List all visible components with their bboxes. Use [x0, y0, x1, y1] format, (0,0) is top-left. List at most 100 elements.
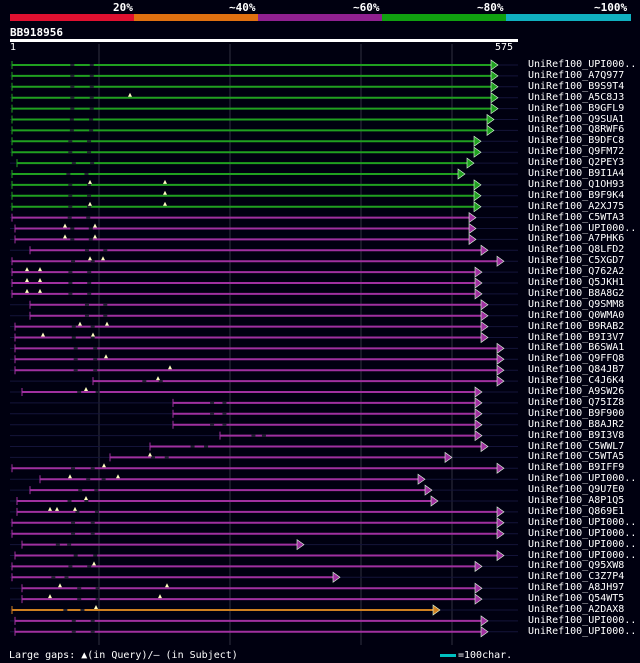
hit-bar[interactable] [11, 113, 495, 126]
hit-label[interactable]: UniRef100_UPI000.. [528, 527, 637, 539]
hit-bar[interactable] [14, 626, 489, 638]
hit-label[interactable]: UniRef100_Q9SMM8 [528, 298, 625, 310]
hit-label[interactable]: UniRef100_Q8RWF6 [528, 124, 625, 136]
hit-label[interactable]: UniRef100_A7PHK6 [528, 233, 625, 245]
hit-bar[interactable] [11, 266, 483, 278]
hit-label[interactable]: UniRef100_Q9U7E0 [528, 484, 625, 496]
hit-label[interactable]: UniRef100_B9GFL9 [528, 102, 625, 114]
hit-bar[interactable] [11, 92, 499, 104]
hit-label[interactable]: UniRef100_B9DFC8 [528, 135, 625, 147]
hit-bar[interactable] [11, 70, 499, 82]
hit-bar[interactable] [219, 430, 483, 442]
hit-label[interactable]: UniRef100_A7Q977 [528, 69, 625, 81]
hit-label[interactable]: UniRef100_UPI000.. [528, 549, 637, 561]
hit-bar[interactable] [21, 386, 483, 398]
hit-label[interactable]: UniRef100_Q2PEY3 [528, 157, 625, 169]
hit-bar[interactable] [11, 146, 482, 158]
hit-label[interactable]: UniRef100_B9IFF9 [528, 462, 625, 474]
hit-bar[interactable] [172, 408, 483, 420]
hit-bar[interactable] [29, 484, 433, 496]
hit-bar[interactable] [92, 375, 505, 387]
hit-bar[interactable] [14, 233, 477, 245]
hit-label[interactable]: UniRef100_B9F900 [528, 407, 625, 419]
hit-bar[interactable] [11, 517, 505, 529]
hit-bar[interactable] [11, 201, 482, 213]
hit-bar[interactable] [14, 549, 505, 562]
hit-label[interactable]: UniRef100_Q9FM72 [528, 146, 625, 158]
hit-label[interactable]: UniRef100_Q869E1 [528, 505, 625, 517]
hit-label[interactable]: UniRef100_Q84JB7 [528, 364, 625, 376]
hit-label[interactable]: UniRef100_UPI000.. [528, 473, 637, 485]
hit-label[interactable]: UniRef100_Q75IZ8 [528, 396, 625, 408]
hit-label[interactable]: UniRef100_B9RAB2 [528, 320, 625, 332]
hit-label[interactable]: UniRef100_A2XJ75 [528, 200, 625, 212]
hit-label[interactable]: UniRef100_B9F9K4 [528, 189, 625, 201]
hit-label[interactable]: UniRef100_C5WTA5 [528, 451, 625, 463]
hit-bar[interactable] [14, 321, 489, 333]
hit-bar[interactable] [11, 604, 441, 616]
hit-bar[interactable] [11, 560, 483, 572]
hit-label[interactable]: UniRef100_A5C8J3 [528, 91, 625, 103]
hit-label[interactable]: UniRef100_Q95XW8 [528, 560, 625, 572]
hit-bar[interactable] [21, 539, 305, 551]
hit-bar[interactable] [14, 342, 505, 354]
hit-label[interactable]: UniRef100_UPI000.. [528, 538, 637, 550]
hit-label[interactable]: UniRef100_Q5JKH1 [528, 277, 625, 288]
hit-bar[interactable] [14, 615, 489, 627]
hit-bar[interactable] [11, 255, 505, 267]
hit-label[interactable]: UniRef100_C5XGD7 [528, 255, 625, 267]
hit-label[interactable]: UniRef100_Q9FFQ8 [528, 353, 625, 365]
hit-label[interactable]: UniRef100_B8A8G2 [528, 287, 625, 299]
hit-label[interactable]: UniRef100_A8P1Q5 [528, 495, 625, 506]
hit-bar[interactable] [16, 495, 439, 507]
hit-label[interactable]: UniRef100_UPI000.. [528, 614, 637, 626]
hit-label[interactable]: UniRef100_UPI000.. [528, 222, 637, 234]
hit-label[interactable]: UniRef100_C5WWL7 [528, 440, 625, 452]
hit-bar[interactable] [21, 582, 483, 594]
hit-label[interactable]: UniRef100_B9S9T4 [528, 80, 625, 92]
hit-bar[interactable] [11, 124, 495, 136]
hit-bar[interactable] [11, 288, 483, 300]
hit-label[interactable]: UniRef100_B9I3V8 [528, 429, 625, 441]
hit-label[interactable]: UniRef100_B6SWA1 [528, 342, 625, 354]
hit-bar[interactable] [14, 222, 477, 235]
hit-label[interactable]: UniRef100_B8AJR2 [528, 418, 625, 430]
hit-bar[interactable] [21, 593, 483, 605]
hit-bar[interactable] [14, 331, 489, 344]
hit-bar[interactable] [39, 473, 426, 485]
hit-label[interactable]: UniRef100_B9I1A4 [528, 168, 625, 179]
hit-label[interactable]: UniRef100_UPI000.. [528, 625, 637, 637]
hit-bar[interactable] [11, 212, 477, 224]
hit-label[interactable]: UniRef100_C4J6K4 [528, 375, 625, 387]
hit-bar[interactable] [11, 179, 482, 191]
hit-label[interactable]: UniRef100_Q1OH93 [528, 178, 625, 190]
hit-label[interactable]: UniRef100_UPI000.. [528, 59, 637, 70]
hit-label[interactable]: UniRef100_C3Z7P4 [528, 571, 625, 583]
hit-bar[interactable] [14, 353, 505, 365]
hit-bar[interactable] [11, 462, 505, 474]
hit-label[interactable]: UniRef100_Q0WMA0 [528, 309, 625, 321]
hit-bar[interactable] [11, 81, 499, 93]
hit-label[interactable]: UniRef100_A9SW26 [528, 386, 625, 397]
hit-bar[interactable] [109, 451, 453, 463]
hit-bar[interactable] [16, 506, 505, 518]
hit-label[interactable]: UniRef100_Q9SUA1 [528, 113, 625, 125]
hit-label[interactable]: UniRef100_A2DAX8 [528, 604, 625, 615]
hit-bar[interactable] [11, 103, 499, 115]
hit-label[interactable]: UniRef100_UPI000.. [528, 516, 637, 528]
hit-label[interactable]: UniRef100_C5WTA3 [528, 211, 625, 223]
hit-bar[interactable] [11, 190, 482, 202]
hit-bar[interactable] [16, 157, 475, 169]
hit-bar[interactable] [11, 59, 499, 71]
hit-label[interactable]: UniRef100_Q8LFD2 [528, 244, 625, 256]
hit-label[interactable]: UniRef100_A8JH97 [528, 582, 625, 594]
hit-bar[interactable] [11, 277, 483, 289]
hit-bar[interactable] [11, 571, 341, 583]
hit-bar[interactable] [172, 419, 483, 431]
hit-bar[interactable] [11, 528, 505, 540]
hit-bar[interactable] [149, 440, 489, 453]
hit-label[interactable]: UniRef100_B9I3V7 [528, 331, 625, 343]
hit-bar[interactable] [11, 135, 482, 147]
hit-label[interactable]: UniRef100_Q54WT5 [528, 593, 625, 605]
hit-label[interactable]: UniRef100_Q762A2 [528, 266, 625, 278]
